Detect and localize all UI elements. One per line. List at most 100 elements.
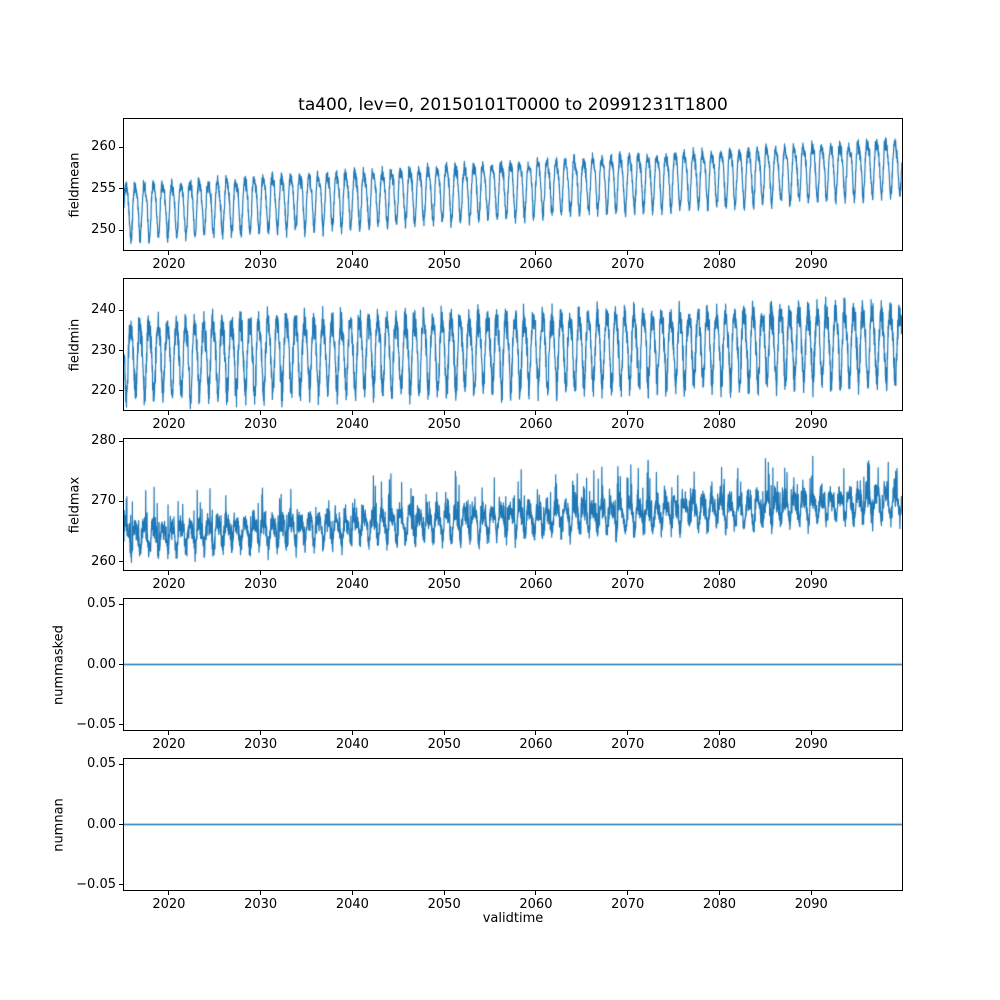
y-tick-label: 0.05 xyxy=(87,596,116,612)
x-tick-label: 2050 xyxy=(427,737,461,752)
x-tick-label: 2080 xyxy=(702,417,737,432)
y-tick-mark xyxy=(119,824,123,825)
y-tick-mark xyxy=(119,390,123,392)
x-tick-label: 2030 xyxy=(244,417,278,432)
plot-line-nummasked xyxy=(124,599,902,730)
x-tick-mark xyxy=(443,571,445,575)
x-tick-label: 2040 xyxy=(335,897,369,912)
axes-nummasked xyxy=(123,598,903,731)
x-tick-mark xyxy=(535,251,537,255)
x-tick-mark xyxy=(627,411,629,415)
y-tick-label: 220 xyxy=(91,382,116,398)
axes-fieldmin xyxy=(123,278,903,411)
plot-line-fieldmin xyxy=(124,279,902,410)
x-tick-mark xyxy=(718,891,720,895)
x-tick-mark xyxy=(351,891,353,895)
y-tick-mark xyxy=(119,664,123,665)
x-tick-label: 2020 xyxy=(152,737,186,752)
y-tick-mark xyxy=(119,309,123,311)
x-tick-label: 2030 xyxy=(244,257,278,272)
x-tick-label: 2070 xyxy=(611,897,645,912)
y-tick-label: 260 xyxy=(91,139,116,155)
y-tick-label: 0.00 xyxy=(87,816,116,832)
x-tick-label: 2090 xyxy=(794,897,828,912)
y-axis-label-fieldmin: fieldmin xyxy=(67,318,83,371)
y-tick-label: −0.05 xyxy=(76,876,116,892)
y-tick-label: 250 xyxy=(91,222,116,238)
x-tick-label: 2090 xyxy=(794,257,828,272)
y-tick-label: 230 xyxy=(91,342,116,358)
x-tick-label: 2020 xyxy=(152,417,186,432)
x-tick-mark xyxy=(627,731,629,735)
axes-fieldmax xyxy=(123,438,903,571)
y-tick-mark xyxy=(119,146,123,148)
x-tick-mark xyxy=(718,571,720,575)
x-tick-mark xyxy=(535,891,537,895)
x-tick-label: 2040 xyxy=(335,417,369,432)
x-tick-label: 2080 xyxy=(702,577,737,592)
x-tick-label: 2020 xyxy=(152,897,186,912)
x-tick-mark xyxy=(260,251,262,255)
y-tick-mark xyxy=(119,500,123,502)
y-tick-mark xyxy=(119,884,123,886)
x-tick-mark xyxy=(535,411,537,415)
x-tick-label: 2050 xyxy=(427,577,461,592)
x-tick-mark xyxy=(443,411,445,415)
x-tick-mark xyxy=(351,571,353,575)
x-tick-label: 2050 xyxy=(427,897,461,912)
x-tick-label: 2050 xyxy=(427,257,461,272)
axes-fieldmean xyxy=(123,118,903,251)
y-tick-label: 255 xyxy=(91,180,116,196)
x-tick-mark xyxy=(168,571,170,575)
y-tick-label: 0.00 xyxy=(87,656,116,672)
x-tick-mark xyxy=(627,571,629,575)
plot-line-fieldmean xyxy=(124,119,902,250)
x-tick-mark xyxy=(168,891,170,895)
x-tick-label: 2070 xyxy=(611,257,645,272)
x-tick-label: 2080 xyxy=(702,737,737,752)
x-tick-label: 2050 xyxy=(427,417,461,432)
x-tick-label: 2060 xyxy=(519,257,553,272)
plot-line-fieldmax xyxy=(124,439,902,570)
x-tick-mark xyxy=(168,731,170,735)
x-tick-label: 2040 xyxy=(335,577,369,592)
x-tick-mark xyxy=(810,891,812,895)
x-tick-label: 2070 xyxy=(611,577,645,592)
y-axis-label-fieldmax: fieldmax xyxy=(67,476,83,533)
x-tick-mark xyxy=(718,251,720,255)
x-tick-mark xyxy=(627,251,629,255)
y-tick-label: 280 xyxy=(91,433,116,449)
x-tick-label: 2020 xyxy=(152,577,186,592)
x-tick-mark xyxy=(351,251,353,255)
plot-line-numnan xyxy=(124,759,902,890)
y-tick-label: 0.05 xyxy=(87,756,116,772)
x-tick-mark xyxy=(443,891,445,895)
x-tick-mark xyxy=(443,251,445,255)
x-tick-label: 2070 xyxy=(611,737,645,752)
y-axis-label-numnan: numnan xyxy=(51,797,66,852)
y-tick-mark xyxy=(119,561,123,563)
x-tick-label: 2040 xyxy=(335,257,369,272)
y-tick-mark xyxy=(119,724,123,726)
x-axis-label: validtime xyxy=(482,911,544,926)
y-tick-mark xyxy=(119,440,123,442)
x-tick-label: 2090 xyxy=(794,577,828,592)
figure-title: ta400, lev=0, 20150101T0000 to 20991231T… xyxy=(298,95,728,115)
x-tick-mark xyxy=(810,731,812,735)
x-tick-mark xyxy=(443,731,445,735)
x-tick-label: 2060 xyxy=(519,417,553,432)
x-tick-label: 2080 xyxy=(702,897,737,912)
x-tick-mark xyxy=(810,251,812,255)
x-tick-mark xyxy=(810,411,812,415)
y-tick-mark xyxy=(119,229,123,231)
y-tick-label: 260 xyxy=(91,553,116,569)
x-tick-mark xyxy=(351,731,353,735)
x-tick-label: 2060 xyxy=(519,577,553,592)
x-tick-mark xyxy=(260,411,262,415)
x-tick-mark xyxy=(168,411,170,415)
y-tick-mark xyxy=(119,188,123,190)
y-tick-mark xyxy=(119,350,123,352)
y-tick-label: 270 xyxy=(91,493,116,509)
x-tick-mark xyxy=(168,251,170,255)
